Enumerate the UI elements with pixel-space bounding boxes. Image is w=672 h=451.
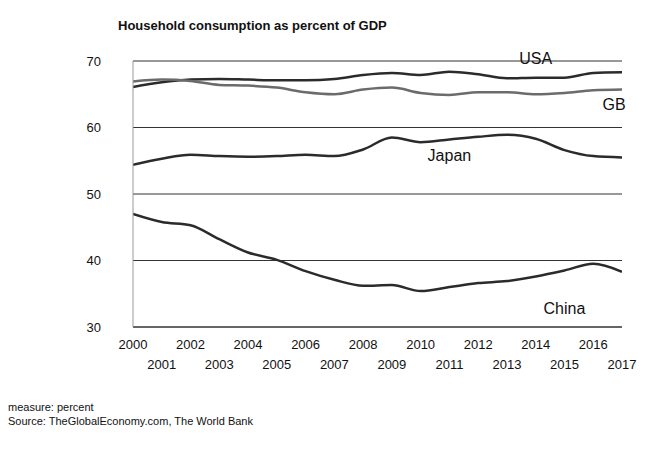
svg-text:2009: 2009 xyxy=(377,357,406,372)
svg-text:2014: 2014 xyxy=(521,337,550,352)
svg-text:2003: 2003 xyxy=(205,357,234,372)
svg-text:2001: 2001 xyxy=(147,357,176,372)
svg-text:30: 30 xyxy=(87,320,101,335)
svg-text:2016: 2016 xyxy=(579,337,608,352)
svg-text:40: 40 xyxy=(87,253,101,268)
svg-text:USA: USA xyxy=(519,50,552,67)
svg-text:2013: 2013 xyxy=(492,357,521,372)
svg-text:2006: 2006 xyxy=(291,337,320,352)
html-text:measure: percent: measure: percent xyxy=(8,401,94,413)
svg-text:GB: GB xyxy=(602,96,625,113)
svg-text:2005: 2005 xyxy=(262,357,291,372)
html-text:Source: TheGlobalEconomy.com,: Source: TheGlobalEconomy.com, The World … xyxy=(8,415,253,427)
svg-text:2015: 2015 xyxy=(550,357,579,372)
svg-text:2002: 2002 xyxy=(176,337,205,352)
svg-text:2017: 2017 xyxy=(608,357,637,372)
svg-text:2007: 2007 xyxy=(320,357,349,372)
svg-text:2010: 2010 xyxy=(406,337,435,352)
svg-text:China: China xyxy=(544,300,586,317)
svg-text:2011: 2011 xyxy=(435,357,463,372)
svg-text:2012: 2012 xyxy=(464,337,493,352)
svg-text:2000: 2000 xyxy=(119,337,148,352)
svg-text:70: 70 xyxy=(87,54,101,69)
svg-text:Japan: Japan xyxy=(428,147,472,164)
svg-text:60: 60 xyxy=(87,120,101,135)
svg-text:2008: 2008 xyxy=(349,337,378,352)
html-text:Household consumption as perce: Household consumption as percent of GDP xyxy=(118,18,387,33)
svg-text:2004: 2004 xyxy=(234,337,263,352)
svg-text:50: 50 xyxy=(87,187,101,202)
